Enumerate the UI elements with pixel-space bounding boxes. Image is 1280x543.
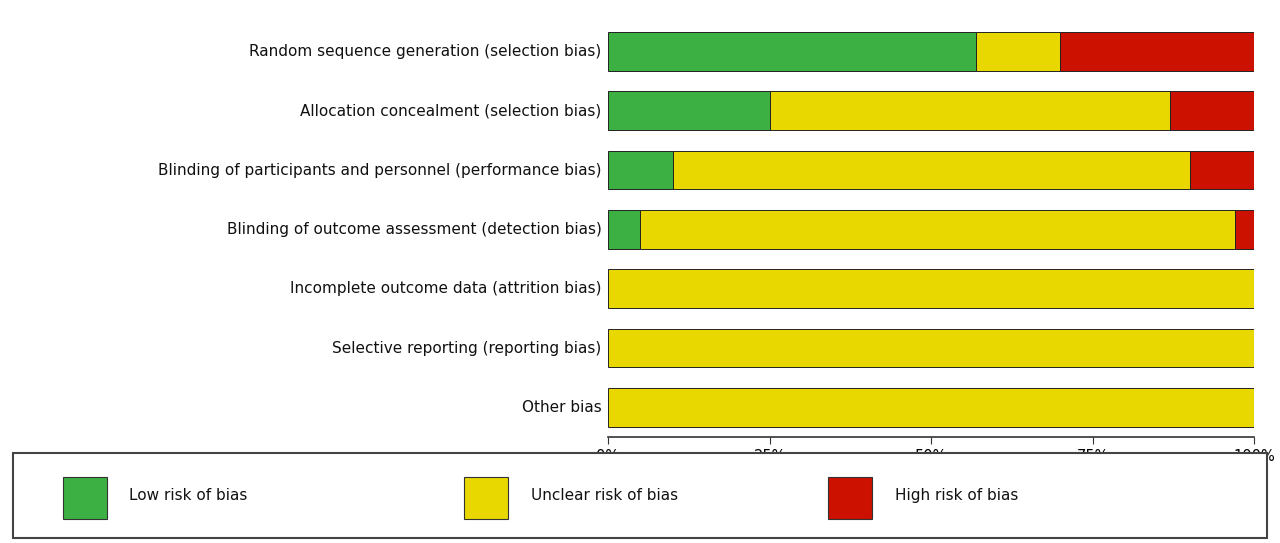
Bar	[977, 32, 1060, 71]
FancyBboxPatch shape	[13, 453, 1267, 538]
Text: Other bias: Other bias	[522, 400, 602, 415]
Text: Incomplete outcome data (attrition bias): Incomplete outcome data (attrition bias)	[291, 281, 602, 296]
Bar	[608, 151, 673, 190]
Bar	[608, 32, 977, 71]
Bar	[465, 477, 508, 519]
Text: Unclear risk of bias: Unclear risk of bias	[531, 488, 678, 503]
Bar	[63, 477, 108, 519]
Bar	[640, 210, 1235, 249]
Text: Blinding of participants and personnel (performance bias): Blinding of participants and personnel (…	[159, 162, 602, 178]
Bar	[608, 388, 1254, 427]
Bar	[828, 477, 872, 519]
Bar	[769, 91, 1170, 130]
Bar	[673, 151, 1190, 190]
Text: Random sequence generation (selection bias): Random sequence generation (selection bi…	[250, 44, 602, 59]
Text: Allocation concealment (selection bias): Allocation concealment (selection bias)	[301, 103, 602, 118]
Text: Low risk of bias: Low risk of bias	[129, 488, 248, 503]
Bar	[1190, 151, 1254, 190]
Bar	[608, 210, 640, 249]
Bar	[1170, 91, 1254, 130]
Bar	[608, 329, 1254, 368]
Bar	[1235, 210, 1254, 249]
Bar	[608, 269, 1254, 308]
Text: High risk of bias: High risk of bias	[895, 488, 1018, 503]
Text: Selective reporting (reporting bias): Selective reporting (reporting bias)	[333, 340, 602, 356]
Bar	[1060, 32, 1254, 71]
Text: Blinding of outcome assessment (detection bias): Blinding of outcome assessment (detectio…	[227, 222, 602, 237]
Bar	[608, 91, 769, 130]
